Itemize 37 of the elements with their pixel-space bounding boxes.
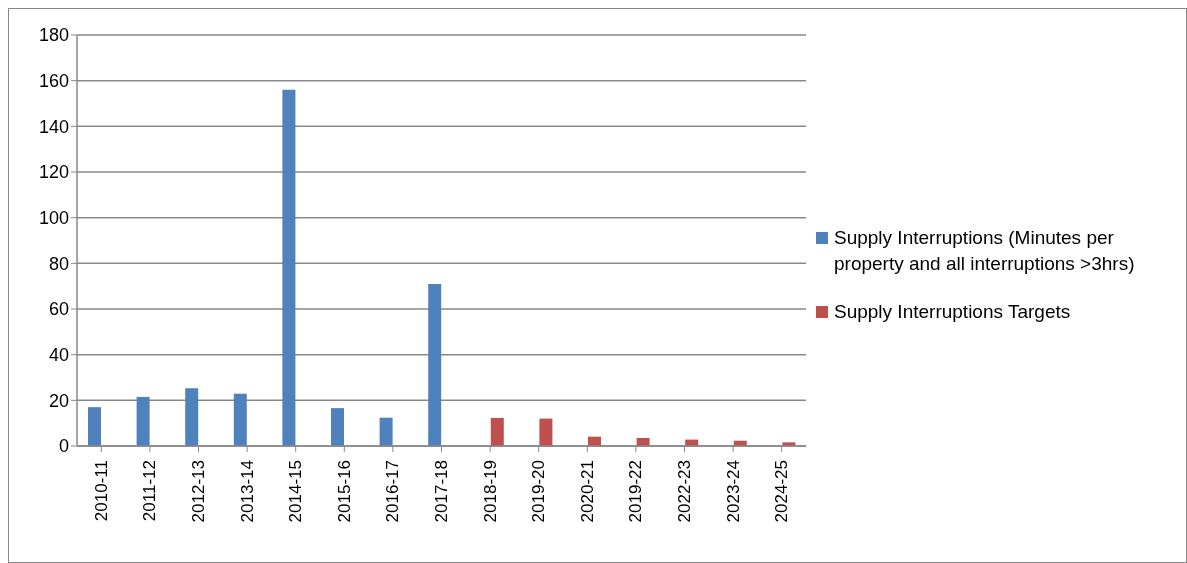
x-tick-label: 2017-18: [432, 460, 451, 523]
bar: [233, 393, 247, 446]
x-tick-label: 2020-21: [577, 460, 597, 523]
x-tick-label: 2023-24: [723, 460, 743, 523]
x-tick-label: 2012-13: [189, 460, 208, 523]
y-tick-label: 120: [38, 162, 69, 183]
x-tick-label: 2019-22: [626, 460, 646, 523]
legend-label: Supply Interruptions Targets: [834, 299, 1072, 324]
bar: [539, 418, 553, 446]
bar: [428, 283, 442, 446]
y-tick-label: 0: [58, 436, 69, 457]
bar: [379, 417, 393, 446]
bar: [490, 417, 504, 446]
y-tick-label: 20: [48, 390, 69, 411]
x-tick-label: 2022-23: [675, 460, 694, 523]
y-tick-label: 180: [38, 25, 69, 46]
x-tick-label: 2024-25: [772, 460, 792, 523]
y-tick-label: 60: [48, 299, 69, 320]
y-tick-label: 100: [38, 208, 69, 229]
y-tick-label: 40: [48, 345, 69, 366]
x-tick-label: 2010-11: [91, 460, 111, 522]
x-tick-label: 2011-12: [140, 460, 160, 522]
x-tick-label: 2014-15: [286, 460, 306, 523]
x-tick-label: 2016-17: [383, 460, 403, 523]
x-tick-label: 2019-20: [529, 460, 549, 523]
bar: [282, 89, 296, 446]
bar: [136, 396, 150, 446]
y-tick-label: 160: [38, 71, 69, 92]
x-tick-label: 2018-19: [480, 460, 500, 523]
x-tick-label: 2013-14: [237, 460, 257, 523]
bar: [88, 407, 101, 446]
legend-label: Supply Interruptions (Minutes per property and all interruptions >3hrs): [834, 225, 1136, 276]
y-tick-label: 80: [48, 253, 69, 274]
y-tick-label: 140: [38, 116, 69, 137]
bar: [185, 388, 199, 446]
x-tick-label: 2015-16: [334, 460, 354, 523]
bar: [331, 408, 344, 446]
